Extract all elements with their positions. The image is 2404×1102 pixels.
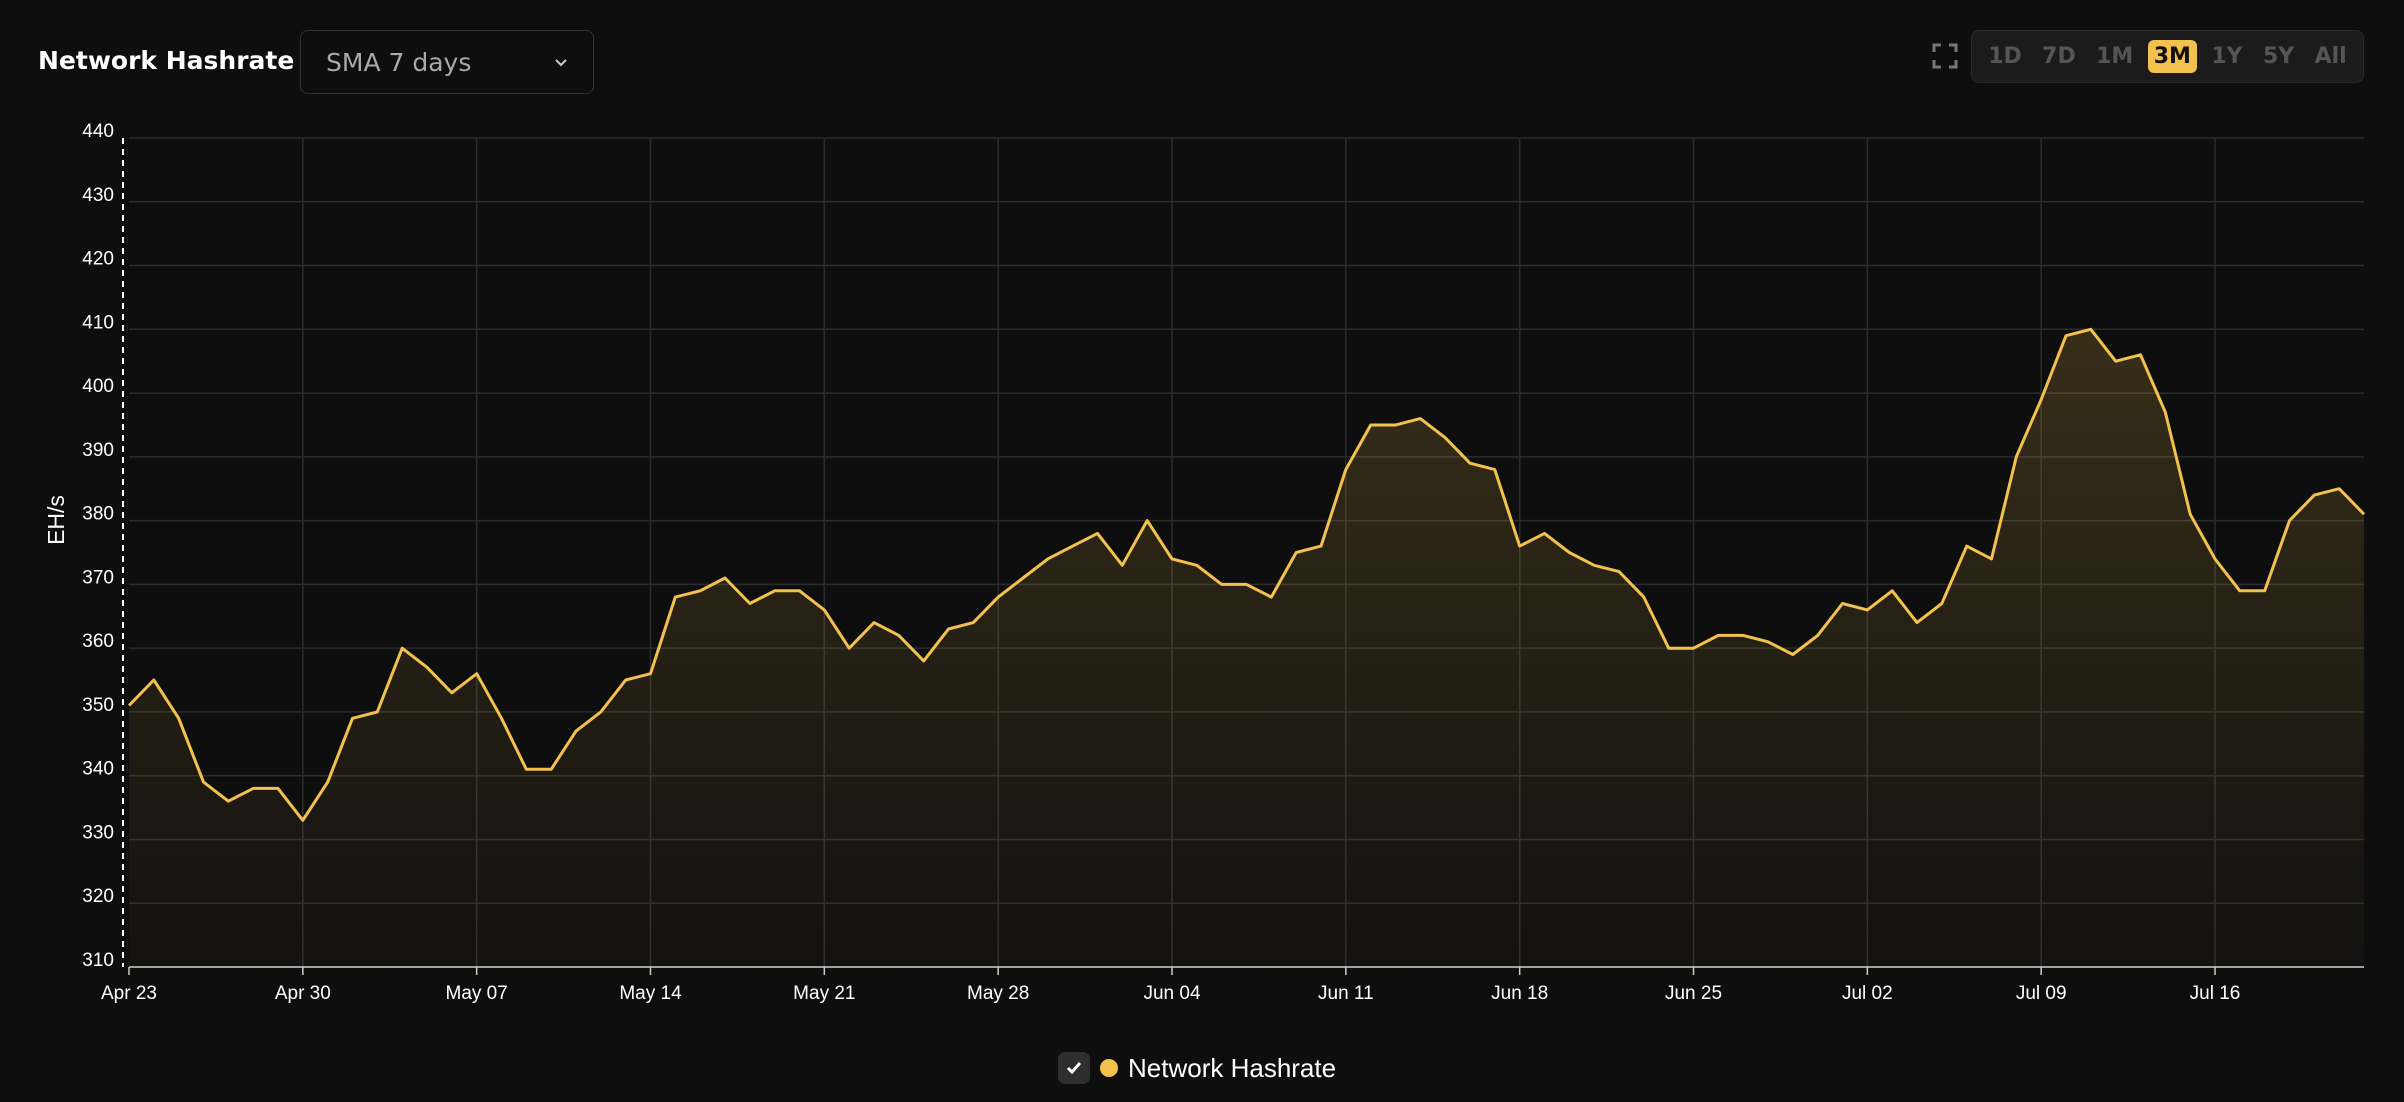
y-tick-label: 310 xyxy=(82,950,114,971)
range-selector: 1D 7D 1M 3M 1Y 5Y All xyxy=(1971,30,2364,83)
fullscreen-icon[interactable] xyxy=(1932,43,1958,69)
y-axis-label: EH/s xyxy=(43,495,69,545)
area-fill xyxy=(129,329,2364,967)
title: Network Hashrate xyxy=(38,46,295,75)
y-tick-label: 430 xyxy=(82,185,114,206)
y-tick-label: 420 xyxy=(82,249,114,270)
line xyxy=(127,327,2366,822)
y-tick-label: 330 xyxy=(82,822,114,843)
range-button[interactable]: All xyxy=(2314,44,2347,69)
x-tick-label: May 21 xyxy=(793,983,855,1004)
y-tick-label: 440 xyxy=(82,121,114,142)
x-tick-label: Jun 18 xyxy=(1491,983,1548,1004)
x-tick-label: Apr 23 xyxy=(101,983,157,1004)
y-tick-label: 340 xyxy=(82,759,114,780)
y-tick-label: 320 xyxy=(82,886,114,907)
x-tick-label: Jun 11 xyxy=(1318,983,1374,1004)
range-button[interactable]: 1M xyxy=(2096,44,2134,69)
dropdown[interactable]: SMA 7 days xyxy=(300,30,594,94)
range-button[interactable]: 7D xyxy=(2042,44,2076,69)
x-tick-label: Jul 09 xyxy=(2016,983,2067,1004)
y-tick-label: 380 xyxy=(82,504,114,525)
legend-swatch xyxy=(1100,1059,1118,1077)
dropdown-label: SMA 7 days xyxy=(326,48,472,77)
x-tick-label: May 28 xyxy=(967,983,1029,1004)
y-tick-label: 410 xyxy=(82,312,114,333)
range-button[interactable]: 1D xyxy=(1988,44,2022,69)
chevron xyxy=(555,59,567,67)
y-tick-label: 390 xyxy=(82,440,114,461)
x-tick-label: Jun 04 xyxy=(1143,983,1200,1004)
y-tick-label: 350 xyxy=(82,695,114,716)
x-tick-label: Jul 16 xyxy=(2190,983,2241,1004)
y-tick-label: 370 xyxy=(82,567,114,588)
x-tick-label: Apr 30 xyxy=(275,983,331,1004)
legend-label: Network Hashrate xyxy=(1128,1052,1337,1083)
x-tick-label: Jun 25 xyxy=(1665,983,1722,1004)
legend: Network Hashrate xyxy=(1058,1052,1336,1084)
x-tick-label: May 07 xyxy=(446,983,508,1004)
legend-checkbox[interactable] xyxy=(1058,1052,1090,1084)
range-button[interactable]: 5Y xyxy=(2262,44,2295,69)
range-button[interactable]: 3M xyxy=(2147,40,2197,73)
x-tick-label: Jul 02 xyxy=(1842,983,1893,1004)
y-tick-label: 360 xyxy=(82,631,114,652)
range-button[interactable]: 1Y xyxy=(2211,44,2243,69)
y-tick-label: 400 xyxy=(82,376,114,397)
x-tick-label: May 14 xyxy=(619,983,682,1004)
